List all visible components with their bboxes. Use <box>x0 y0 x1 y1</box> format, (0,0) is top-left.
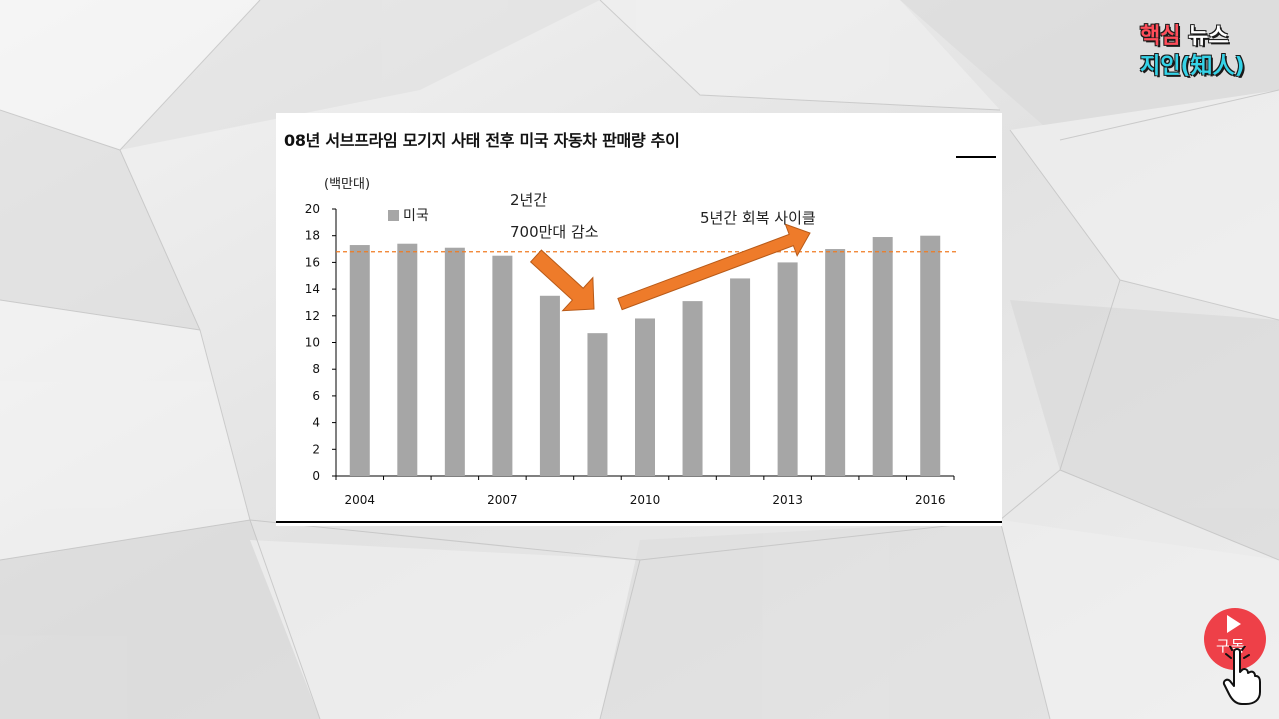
annotation-decline-line2: 700만대 감소 <box>510 223 599 241</box>
y-tick-label: 8 <box>312 362 320 376</box>
bar-2012 <box>730 278 751 476</box>
x-tick-label: 2013 <box>772 493 803 507</box>
bar-2016 <box>920 235 941 476</box>
y-tick-label: 6 <box>312 389 320 403</box>
chart-title: 08년 서브프라임 모기지 사태 전후 미국 자동차 판매량 추이 <box>284 131 680 150</box>
y-tick-label: 18 <box>305 229 320 243</box>
x-tick-label: 2004 <box>344 493 375 507</box>
annotation-recovery: 5년간 회복 사이클 <box>700 209 816 227</box>
annotation-decline-line1: 2년간 <box>510 191 548 209</box>
chart-legend: 미국 <box>388 205 429 225</box>
x-tick-label: 2010 <box>630 493 661 507</box>
bar-2014 <box>825 249 846 476</box>
y-tick-label: 0 <box>312 469 320 483</box>
logo-word-jiin: 지인(知人) <box>1140 54 1245 79</box>
x-tick-label: 2007 <box>487 493 518 507</box>
bar-2004 <box>349 245 370 476</box>
bar-2015 <box>872 237 893 476</box>
bar-2006 <box>444 247 465 476</box>
bar-2007 <box>492 255 513 476</box>
y-tick-label: 20 <box>305 202 320 216</box>
x-tick-label: 2016 <box>915 493 946 507</box>
bar-2010 <box>635 318 655 476</box>
logo-word-news: 뉴스 <box>1188 24 1229 49</box>
channel-logo: 핵심 뉴스 지인(知人) <box>1136 12 1266 82</box>
logo-word-core: 핵심 <box>1140 24 1181 49</box>
y-axis-unit: (백만대) <box>324 177 371 192</box>
bar-2008 <box>539 295 560 476</box>
chart-canvas: 0 2 4 6 8 10 12 14 16 18 20 2004 2007 2010 2013 2016 <box>276 156 1002 523</box>
play-icon <box>1227 615 1241 633</box>
legend-swatch <box>388 209 399 221</box>
recovery-arrow <box>617 223 811 311</box>
y-tick-label: 2 <box>312 442 320 456</box>
decline-arrow <box>529 249 595 312</box>
bar-2009 <box>587 333 608 476</box>
y-tick-label: 10 <box>305 336 320 350</box>
y-tick-label: 12 <box>305 309 320 323</box>
bar-2005 <box>397 243 418 476</box>
y-tick-label: 4 <box>312 416 320 430</box>
y-tick-label: 14 <box>305 282 320 296</box>
bar-2011 <box>682 301 703 476</box>
y-tick-label: 16 <box>305 255 320 269</box>
pointing-hand-icon <box>1222 646 1261 705</box>
chart-card: 0 2 4 6 8 10 12 14 16 18 20 2004 2007 2010 2013 2016 08… <box>276 113 1002 526</box>
bar-2013 <box>777 262 798 476</box>
legend-label: 미국 <box>403 208 429 224</box>
